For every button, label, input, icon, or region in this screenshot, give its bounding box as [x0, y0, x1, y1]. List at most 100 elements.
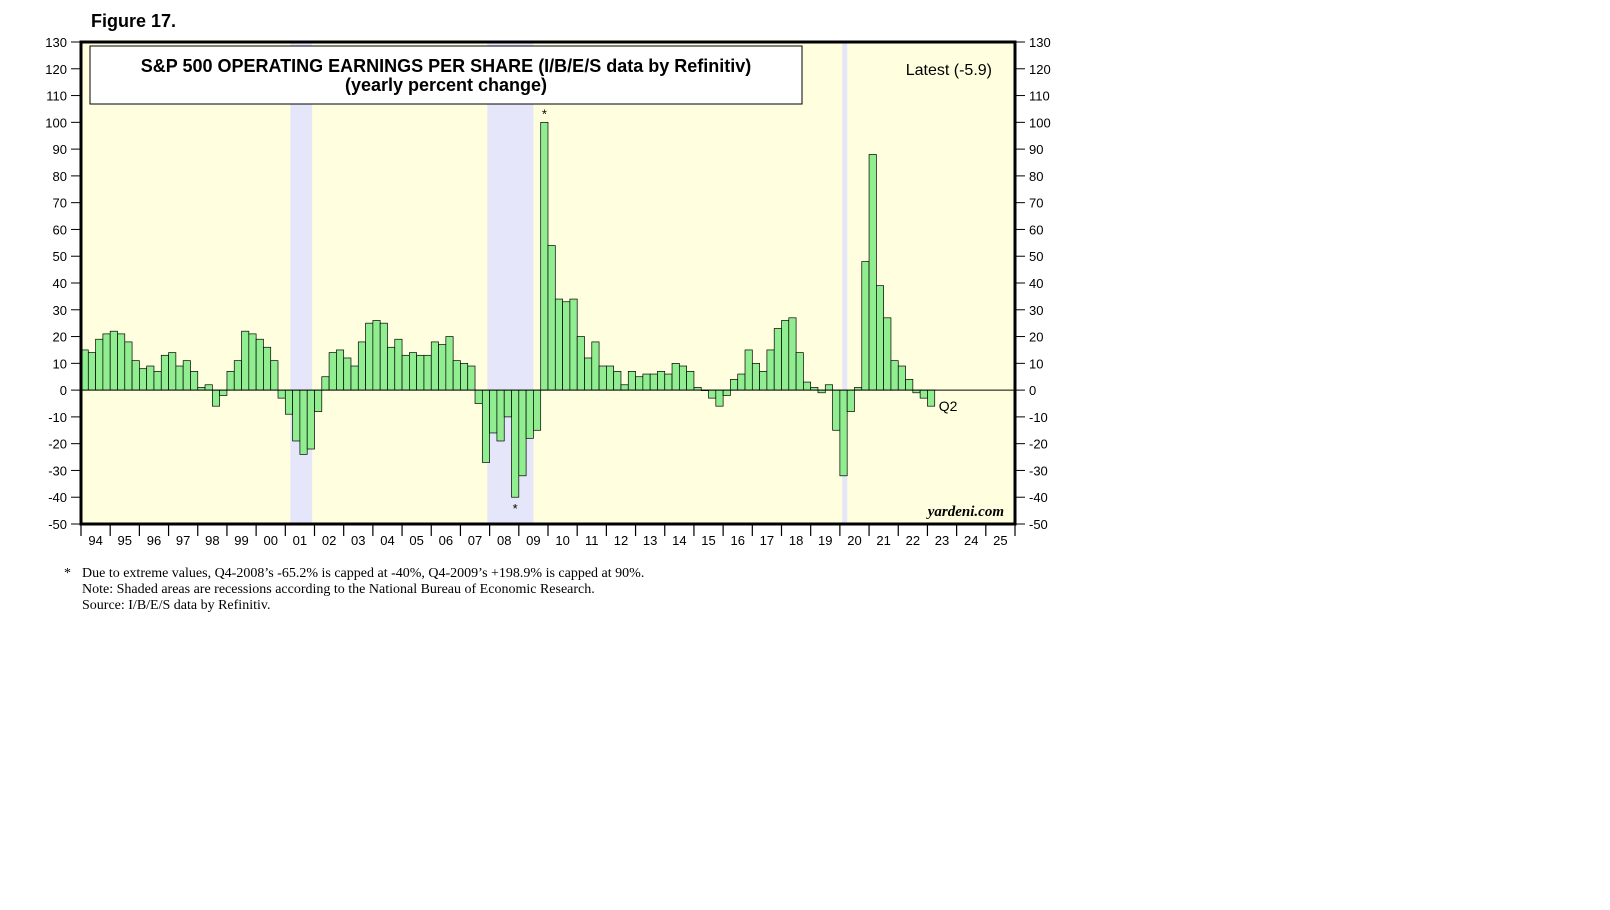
bar-2011Q3 — [591, 341, 600, 391]
bar-1998Q3 — [211, 389, 220, 407]
bar-1995Q2 — [117, 333, 126, 391]
y-right-tick-label: 20 — [1029, 330, 1043, 345]
bar-2018Q1 — [781, 320, 790, 391]
bar-1994Q2 — [87, 352, 96, 391]
bar-2004Q3 — [387, 346, 396, 391]
bar-2022Q2 — [905, 379, 914, 391]
bar-1995Q3 — [124, 341, 133, 391]
bar-2014Q2 — [671, 362, 680, 391]
bar-2007Q1 — [460, 362, 469, 391]
bar-2017Q1 — [751, 362, 760, 391]
x-tick-label: 21 — [876, 533, 890, 548]
bar-2017Q3 — [766, 349, 775, 391]
bar-2021Q1 — [868, 154, 877, 391]
x-tick-label: 13 — [643, 533, 657, 548]
bar-1999Q2 — [233, 360, 242, 391]
x-tick-label: 08 — [497, 533, 511, 548]
y-left-tick-label: 20 — [53, 330, 67, 345]
bar-2020Q1 — [839, 389, 848, 477]
bar-2008Q2 — [496, 389, 505, 442]
bar-2005Q2 — [409, 352, 418, 391]
y-right-tick-label: 30 — [1029, 303, 1043, 318]
y-right-tick-label: -10 — [1029, 410, 1048, 425]
bar-1996Q3 — [153, 371, 162, 391]
y-right-tick-label: 100 — [1029, 115, 1051, 130]
x-tick-label: 14 — [672, 533, 686, 548]
bar-2013Q2 — [642, 373, 651, 391]
x-tick-label: 06 — [439, 533, 453, 548]
bar-1996Q1 — [139, 368, 148, 391]
bar-2000Q3 — [270, 360, 279, 391]
y-axis-right: 1301201101009080706050403020100-10-20-30… — [1015, 35, 1051, 532]
figure-label: Figure 17. — [91, 11, 177, 31]
bar-1994Q4 — [102, 333, 111, 391]
footnotes: * Due to extreme values, Q4-2008’s -65.2… — [64, 566, 644, 614]
bar-2012Q1 — [606, 365, 615, 391]
bar-2016Q2 — [730, 379, 739, 391]
bar-2008Q3 — [503, 389, 512, 418]
bar-2006Q1 — [430, 341, 439, 391]
x-tick-label: 15 — [701, 533, 715, 548]
capped-marker-top: * — [542, 106, 547, 121]
x-tick-label: 03 — [351, 533, 365, 548]
bar-2005Q4 — [423, 354, 432, 391]
bar-2001Q2 — [292, 389, 301, 442]
y-left-tick-label: -50 — [48, 517, 67, 532]
recession-band-3 — [842, 42, 848, 524]
y-left-tick-label: -10 — [48, 410, 67, 425]
bar-2003Q4 — [365, 322, 374, 391]
y-left-tick-label: 70 — [53, 196, 67, 211]
bar-2007Q3 — [474, 389, 483, 404]
bar-2002Q3 — [328, 352, 337, 391]
bar-2013Q1 — [635, 376, 644, 391]
bar-2015Q4 — [715, 389, 724, 407]
y-left-tick-label: 130 — [45, 35, 67, 50]
bar-2015Q3 — [708, 389, 717, 399]
x-tick-label: 23 — [935, 533, 949, 548]
bar-2007Q2 — [467, 365, 476, 391]
x-tick-label: 00 — [263, 533, 277, 548]
y-left-tick-label: -20 — [48, 437, 67, 452]
y-right-tick-label: -20 — [1029, 437, 1048, 452]
bar-2012Q4 — [627, 371, 636, 391]
bar-2017Q4 — [773, 328, 782, 391]
x-tick-label: 95 — [118, 533, 132, 548]
chart-title: S&P 500 OPERATING EARNINGS PER SHARE (I/… — [141, 56, 751, 76]
bar-2000Q2 — [263, 346, 272, 391]
bar-1996Q2 — [146, 365, 155, 391]
bar-2016Q1 — [722, 389, 731, 396]
bar-2013Q3 — [649, 373, 658, 391]
y-left-tick-label: 110 — [46, 89, 67, 104]
x-tick-label: 96 — [147, 533, 161, 548]
bar-2021Q4 — [890, 360, 899, 391]
bar-2000Q1 — [255, 338, 264, 391]
bar-2006Q4 — [452, 360, 461, 391]
y-left-tick-label: -30 — [48, 463, 67, 478]
x-tick-label: 24 — [964, 533, 978, 548]
y-axis-left: 1301201101009080706050403020100-10-20-30… — [45, 35, 81, 532]
bar-1997Q1 — [168, 352, 177, 391]
bar-1997Q3 — [182, 360, 191, 391]
bar-1996Q4 — [160, 354, 169, 391]
bar-2005Q3 — [416, 354, 425, 391]
y-left-tick-label: 60 — [53, 222, 67, 237]
y-right-tick-label: 120 — [1029, 62, 1051, 77]
y-right-tick-label: 10 — [1029, 356, 1043, 371]
x-tick-label: 94 — [88, 533, 102, 548]
footnote-source: Source: I/B/E/S data by Refinitiv. — [82, 598, 271, 613]
bar-2003Q1 — [343, 357, 352, 391]
bar-2009Q4 — [540, 121, 549, 391]
bar-2003Q3 — [357, 341, 366, 391]
bar-1997Q2 — [175, 365, 184, 391]
chart-subtitle: (yearly percent change) — [345, 75, 547, 95]
x-tick-label: 01 — [293, 533, 307, 548]
bar-2002Q2 — [321, 376, 330, 391]
bar-2004Q1 — [372, 320, 381, 391]
bar-2018Q3 — [795, 352, 804, 391]
y-left-tick-label: 40 — [53, 276, 67, 291]
bar-1999Q1 — [226, 371, 235, 391]
x-tick-label: 22 — [906, 533, 920, 548]
latest-label: Latest (-5.9) — [906, 62, 992, 79]
y-right-tick-label: -30 — [1029, 463, 1048, 478]
y-right-tick-label: 70 — [1029, 196, 1043, 211]
